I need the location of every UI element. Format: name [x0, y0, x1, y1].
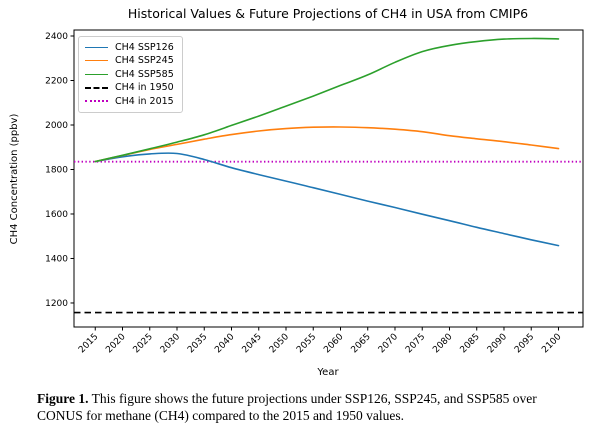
x-axis-label: Year [316, 367, 339, 378]
legend-label: CH4 in 2015 [115, 95, 174, 107]
legend-item: CH4 in 1950 [85, 82, 174, 95]
legend-item: CH4 SSP126 [85, 41, 174, 54]
legend-item: CH4 SSP245 [85, 55, 174, 68]
series-lines [94, 37, 560, 247]
x-tick-label: 2015 [77, 332, 100, 355]
legend-item: CH4 SSP585 [85, 68, 174, 81]
x-tick-label: 2055 [295, 332, 318, 355]
x-tick-label: 2030 [159, 332, 182, 355]
y-tick-label: 1200 [45, 299, 68, 309]
x-tick-label: 2025 [132, 332, 155, 355]
y-tick-label: 2400 [45, 32, 68, 42]
x-tick-label: 2035 [186, 332, 209, 355]
x-tick-label: 2060 [322, 332, 345, 355]
x-tick-label: 2075 [404, 332, 427, 355]
legend-line-sample [85, 86, 108, 89]
legend-item: CH4 in 2015 [85, 95, 174, 108]
x-tick-label: 2090 [486, 332, 509, 355]
legend-label: CH4 SSP245 [115, 55, 174, 67]
legend: CH4 SSP126 CH4 SSP245 CH4 SSP585 CH4 in 195… [78, 36, 183, 113]
legend-label: CH4 in 1950 [115, 82, 174, 94]
y-tick-label: 1600 [45, 210, 68, 220]
series-line-ch4-ssp585 [94, 37, 560, 163]
series-line-ch4-ssp126 [94, 152, 560, 247]
x-tick-label: 2050 [268, 332, 291, 355]
legend-line-sample [85, 100, 108, 103]
y-tick-label: 1800 [45, 165, 68, 175]
x-tick-label: 2100 [540, 332, 563, 355]
legend-line-sample [85, 73, 108, 75]
legend-label: CH4 SSP126 [115, 41, 174, 53]
x-tick-label: 2095 [513, 332, 536, 355]
legend-line-sample [85, 60, 108, 62]
chart-title: Historical Values & Future Projections o… [128, 6, 528, 21]
series-line-ch4-ssp245 [94, 126, 560, 163]
x-tick-label: 2045 [241, 332, 264, 355]
caption-figure-label: Figure 1. [37, 391, 89, 406]
reference-lines [74, 160, 583, 314]
y-axis-label: CH4 Concentration (ppbv) [9, 114, 20, 245]
x-tick-label: 2040 [213, 332, 236, 355]
y-tick-label: 2000 [45, 121, 68, 131]
legend-line-sample [85, 46, 108, 48]
x-tick-label: 2080 [431, 332, 454, 355]
x-tick-label: 2065 [350, 332, 373, 355]
axis-ticks: 1200 1400 1600 1800 2000 2200 2400 2015 2020 2025… [45, 32, 564, 355]
y-tick-label: 1400 [45, 254, 68, 264]
legend-label: CH4 SSP585 [115, 68, 174, 80]
y-tick-label: 2200 [45, 77, 68, 87]
caption-line-1: Figure 1. This figure shows the future p… [37, 391, 537, 406]
x-tick-label: 2085 [459, 332, 482, 355]
x-tick-label: 2070 [377, 332, 400, 355]
x-tick-label: 2020 [104, 332, 127, 355]
caption-line-2: CONUS for methane (CH4) compared to the … [37, 408, 405, 423]
figure-caption: Figure 1. This figure shows the future p… [37, 390, 582, 424]
